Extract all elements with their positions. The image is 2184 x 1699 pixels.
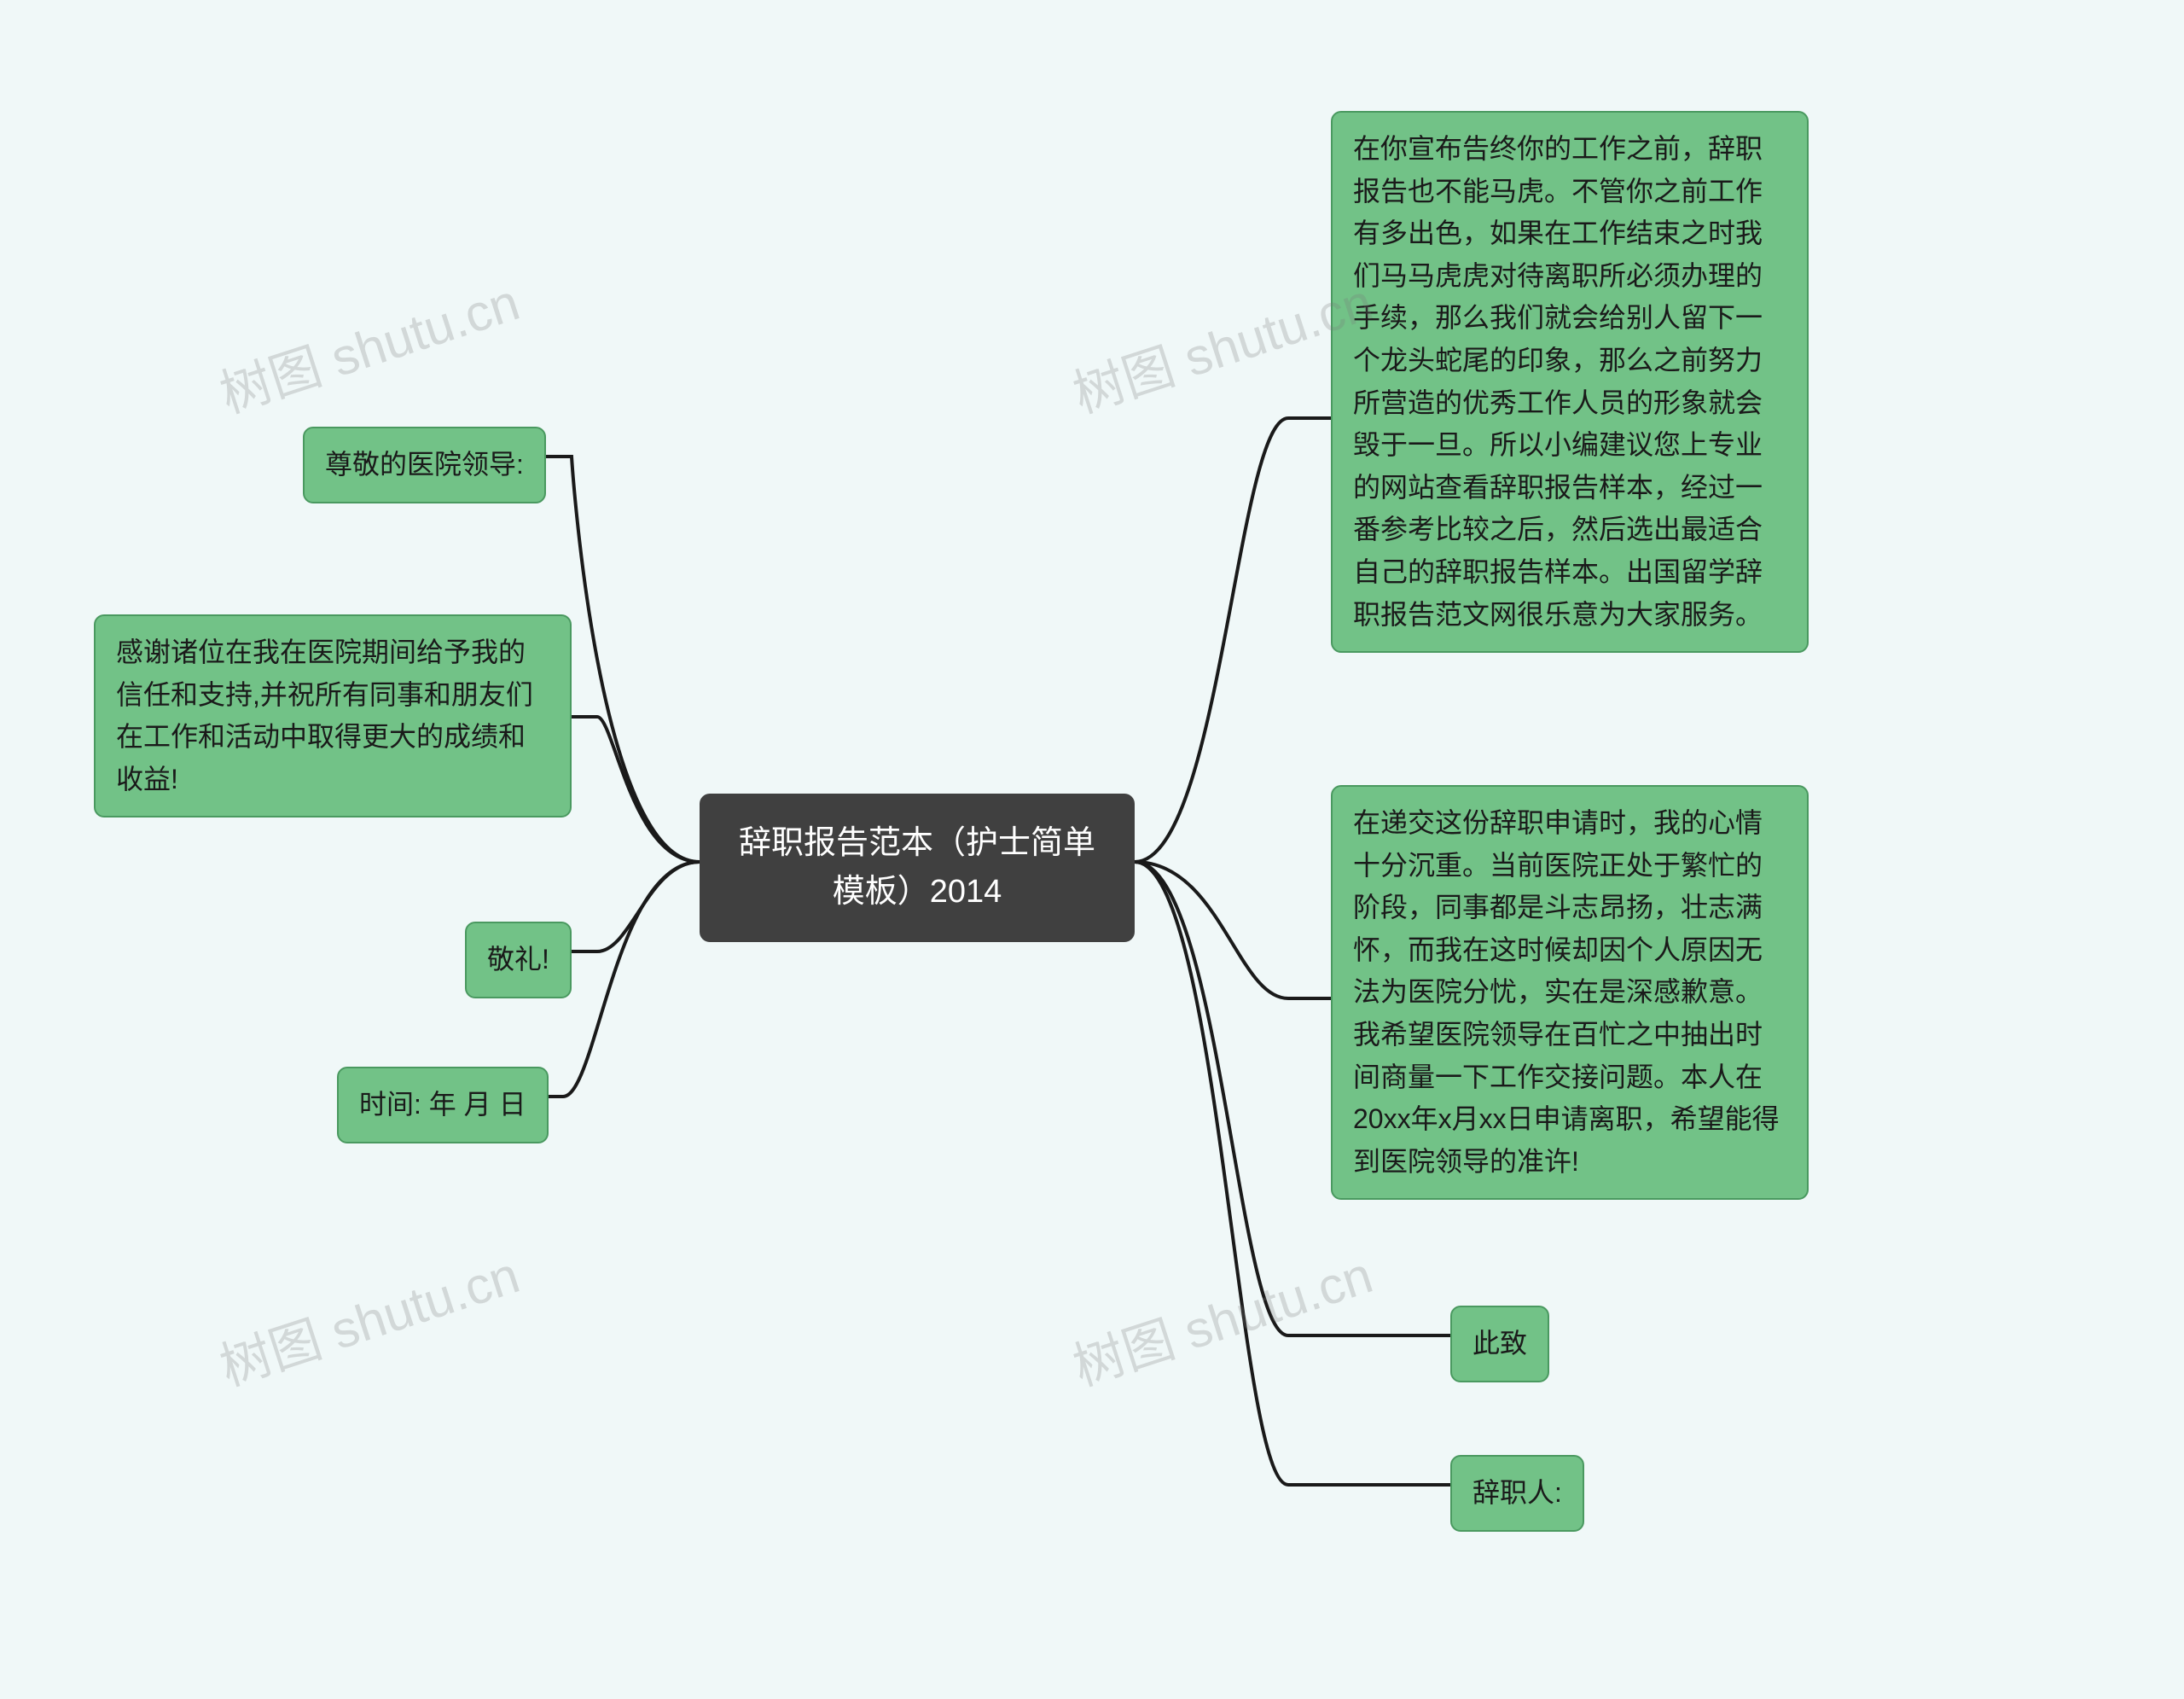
node-l4-text: 时间: 年 月 日 [359,1089,526,1120]
node-l1-text: 尊敬的医院领导: [325,449,524,480]
node-l2[interactable]: 感谢诸位在我在医院期间给予我的信任和支持,并祝所有同事和朋友们在工作和活动中取得… [94,614,572,817]
node-r1-text: 在你宣布告终你的工作之前，辞职报告也不能马虎。不管你之前工作有多出色，如果在工作… [1353,133,1763,630]
node-r4-text: 辞职人: [1472,1477,1562,1508]
mindmap-canvas: 辞职报告范本（护士简单模板）2014 尊敬的医院领导: 感谢诸位在我在医院期间给… [0,0,2184,1699]
node-r1[interactable]: 在你宣布告终你的工作之前，辞职报告也不能马虎。不管你之前工作有多出色，如果在工作… [1331,111,1809,653]
node-l3-text: 敬礼! [487,944,549,975]
watermark: 树图 shutu.cn [209,1234,527,1400]
node-l4[interactable]: 时间: 年 月 日 [337,1067,549,1143]
node-l1[interactable]: 尊敬的医院领导: [303,427,546,503]
node-r3[interactable]: 此致 [1450,1306,1549,1382]
node-r3-text: 此致 [1472,1328,1527,1359]
node-r4[interactable]: 辞职人: [1450,1455,1584,1532]
node-r2-text: 在递交这份辞职申请时，我的心情十分沉重。当前医院正处于繁忙的阶段，同事都是斗志昂… [1353,807,1780,1177]
node-l3[interactable]: 敬礼! [465,922,572,998]
watermark: 树图 shutu.cn [209,261,527,428]
node-l2-text: 感谢诸位在我在医院期间给予我的信任和支持,并祝所有同事和朋友们在工作和活动中取得… [116,637,533,794]
watermark: 树图 shutu.cn [1062,1234,1380,1400]
center-node-text: 辞职报告范本（护士简单模板）2014 [739,825,1095,910]
node-r2[interactable]: 在递交这份辞职申请时，我的心情十分沉重。当前医院正处于繁忙的阶段，同事都是斗志昂… [1331,785,1809,1200]
center-node[interactable]: 辞职报告范本（护士简单模板）2014 [700,794,1135,942]
